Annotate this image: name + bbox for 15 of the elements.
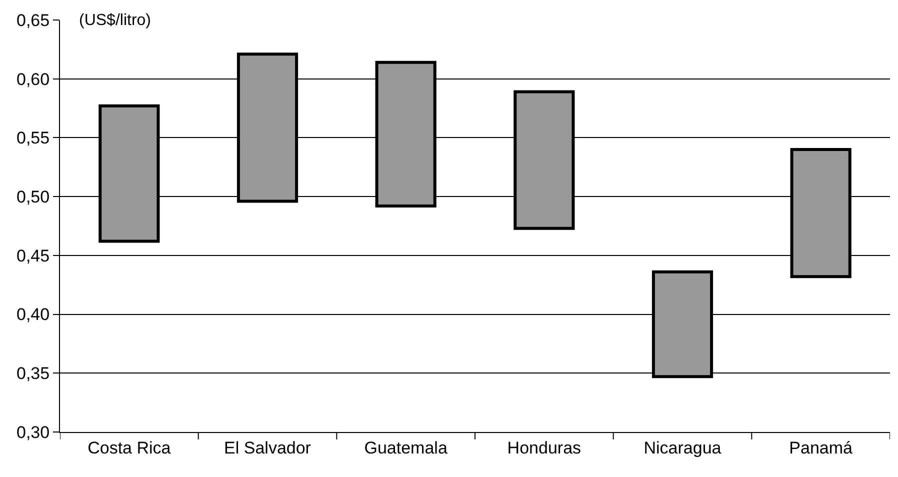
- x-tick-label: Honduras: [507, 438, 582, 458]
- x-tick-label: Nicaragua: [644, 438, 722, 458]
- y-tick-label: 0,40: [16, 305, 50, 324]
- y-tick-label: 0,60: [16, 70, 50, 89]
- y-tick-label: 0,65: [16, 10, 50, 30]
- x-tick-label: Panamá: [789, 438, 854, 458]
- y-tick-label: 0,55: [16, 128, 50, 148]
- x-tick-label: El Salvador: [224, 438, 312, 458]
- x-tick-label: Costa Rica: [88, 438, 172, 458]
- y-tick-label: 0,50: [16, 188, 50, 207]
- y-axis-title: (US$/litro): [79, 12, 152, 29]
- x-tick-label: Guatemala: [364, 438, 448, 458]
- y-tick-label: 0,30: [16, 422, 50, 442]
- y-tick-label: 0,45: [16, 246, 50, 266]
- y-tick-label: 0,35: [16, 364, 50, 384]
